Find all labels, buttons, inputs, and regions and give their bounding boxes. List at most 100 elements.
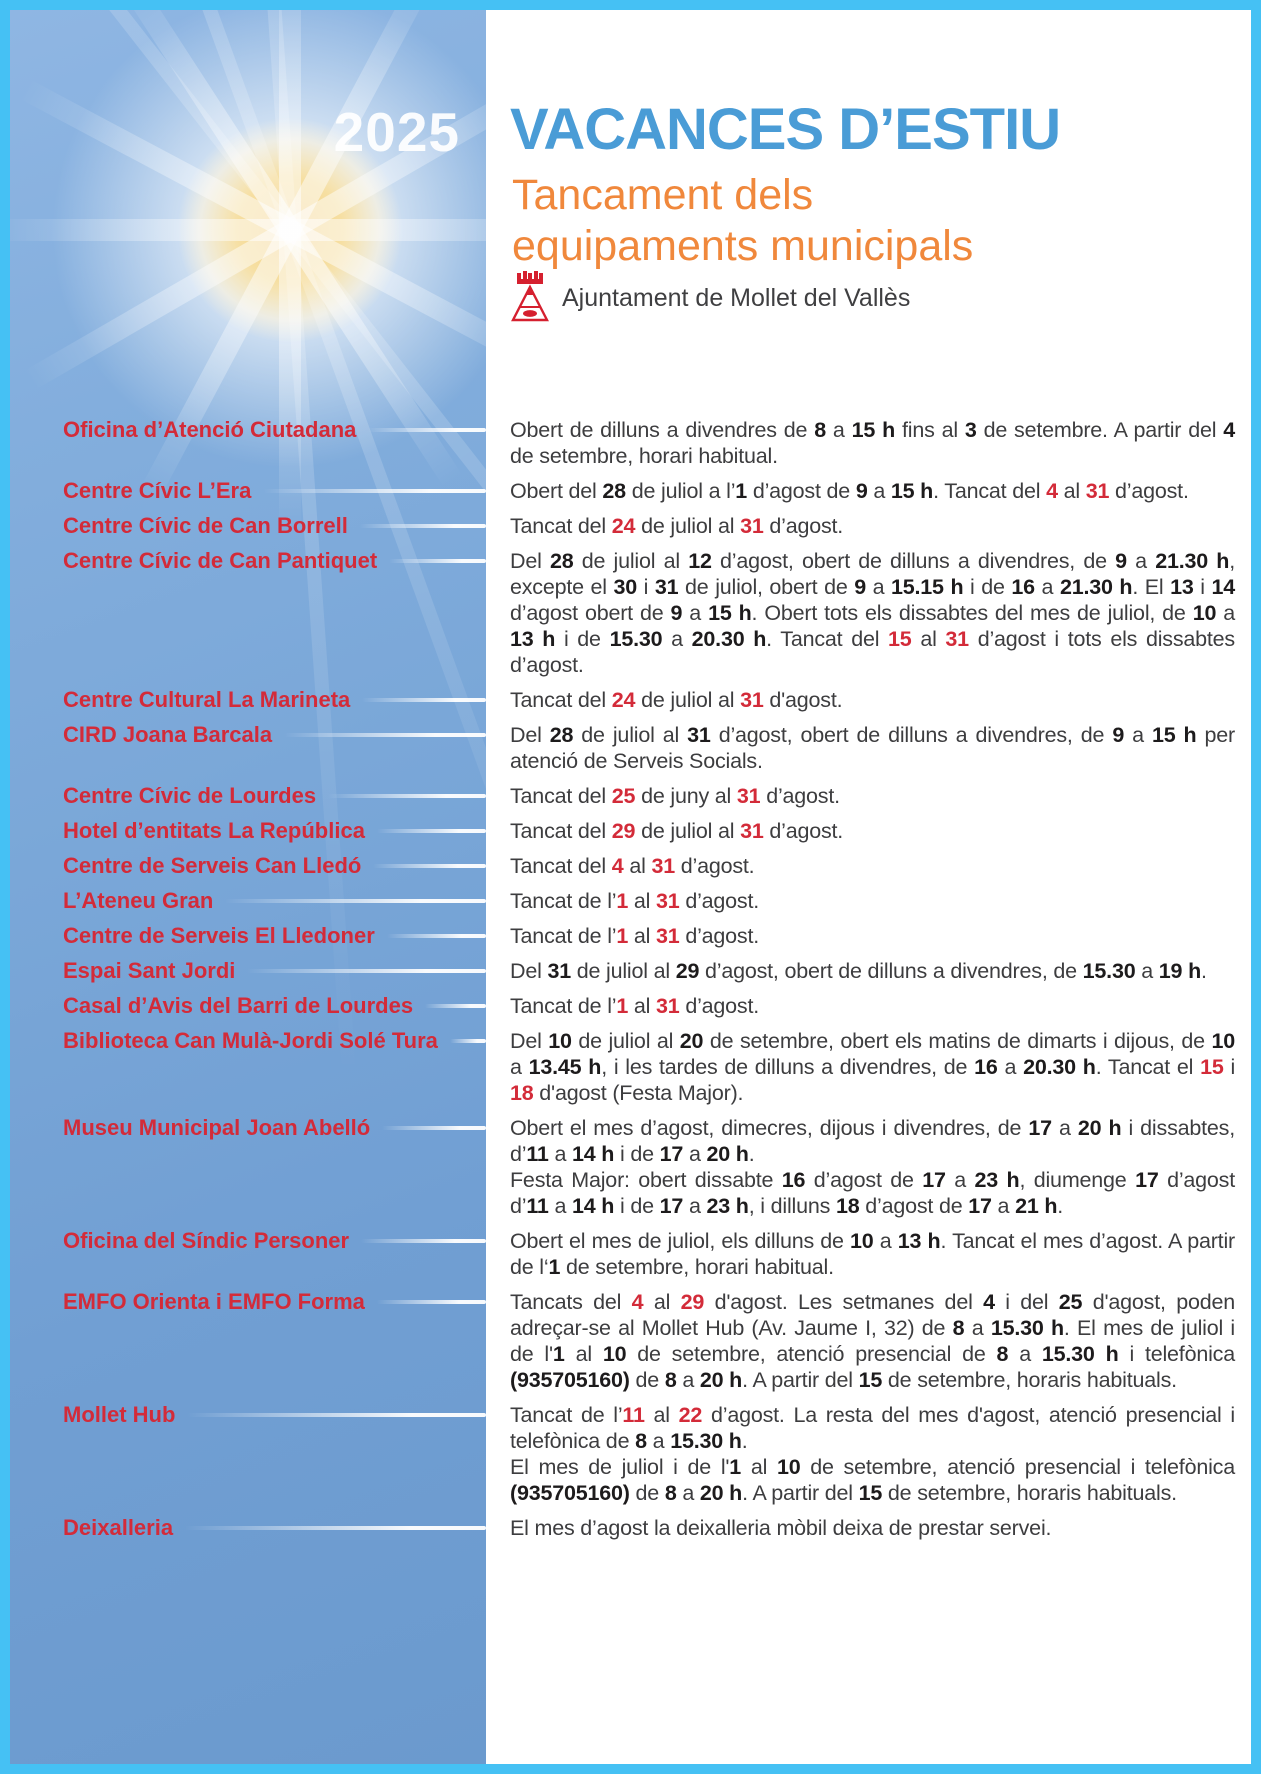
entry-label-cell: Hotel d’entitats La República	[10, 818, 486, 844]
entry-label-cell: Oficina d’Atenció Ciutadana	[10, 417, 486, 443]
facility-schedule: Tancat del 24 de juliol al 31 d’agost.	[510, 514, 844, 538]
subtitle-line-1: Tancament dels	[512, 171, 814, 219]
facility-schedule: Tancat del 4 al 31 d’agost.	[510, 854, 755, 878]
connector-line	[185, 1526, 486, 1530]
facility-name: Mollet Hub	[63, 1402, 176, 1427]
facility-schedule: Tancat de l’11 al 22 d’agost. La resta d…	[510, 1403, 1235, 1505]
facility-name: Deixalleria	[63, 1515, 174, 1540]
facility-schedule: Tancat del 24 de juliol al 31 d'agost.	[510, 688, 843, 712]
page-subtitle: Tancament dels equipaments municipals	[512, 170, 973, 272]
facility-name: Centre Cívic L’Era	[63, 478, 252, 503]
entry-desc-cell: Tancat de l’11 al 22 d’agost. La resta d…	[486, 1402, 1251, 1506]
facility-name: Centre Cívic de Can Borrell	[63, 513, 348, 538]
connector-line	[247, 969, 486, 973]
entry-row: Centre Cívic de Can Borrell Tancat del 2…	[10, 513, 1251, 539]
facility-schedule: Tancat de l’1 al 31 d’agost.	[510, 889, 760, 913]
entry-label-cell: CIRD Joana Barcala	[10, 722, 486, 748]
connector-line	[386, 934, 486, 938]
entry-row: EMFO Orienta i EMFO Forma Tancats del 4 …	[10, 1289, 1251, 1393]
entry-label-cell: Centre Cultural La Marineta	[10, 687, 486, 713]
entry-row: Centre Cultural La Marineta Tancat del 2…	[10, 687, 1251, 713]
connector-line	[225, 899, 486, 903]
entry-row: L’Ateneu Gran Tancat de l’1 al 31 d’agos…	[10, 888, 1251, 914]
facility-name: Museu Municipal Joan Abelló	[63, 1115, 371, 1140]
facility-name: Centre Cívic de Can Pantiquet	[63, 548, 378, 573]
crest-icon	[511, 271, 549, 322]
entry-desc-cell: Tancat de l’1 al 31 d’agost.	[486, 888, 1251, 914]
facility-name: EMFO Orienta i EMFO Forma	[63, 1289, 365, 1314]
facility-schedule: Del 28 de juliol al 12 d’agost, obert de…	[510, 549, 1236, 677]
entry-desc-cell: Tancat del 24 de juliol al 31 d'agost.	[486, 687, 1251, 713]
entry-row: Espai Sant Jordi Del 31 de juliol al 29 …	[10, 958, 1251, 984]
org-name: Ajuntament de Mollet del Vallès	[562, 283, 911, 312]
entry-row: Centre de Serveis Can Lledó Tancat del 4…	[10, 853, 1251, 879]
year-label: 2025	[333, 101, 460, 163]
connector-line	[382, 1126, 486, 1130]
facility-schedule: Del 31 de juliol al 29 d’agost, obert de…	[510, 959, 1207, 983]
entry-label-cell: Centre Cívic de Can Pantiquet	[10, 548, 486, 574]
connector-line	[263, 489, 486, 493]
entry-row: Oficina d’Atenció Ciutadana Obert de dil…	[10, 417, 1251, 469]
entry-desc-cell: Tancat del 25 de juny al 31 d’agost.	[486, 783, 1251, 809]
entry-row: Deixalleria El mes d’agost la deixalleri…	[10, 1515, 1251, 1541]
entry-label-cell: Centre de Serveis Can Lledó	[10, 853, 486, 879]
entry-row: Casal d’Avis del Barri de Lourdes Tancat…	[10, 993, 1251, 1019]
entry-desc-cell: Obert el mes de juliol, els dilluns de 1…	[486, 1228, 1251, 1280]
entry-desc-cell: Obert de dilluns a divendres de 8 a 15 h…	[486, 417, 1251, 469]
facility-schedule: Tancat de l’1 al 31 d’agost.	[510, 994, 760, 1018]
entry-row: Centre Cívic L’Era Obert del 28 de julio…	[10, 478, 1251, 504]
connector-line	[361, 1239, 486, 1243]
entry-label-cell: Mollet Hub	[10, 1402, 486, 1428]
connector-line	[376, 829, 486, 833]
connector-line	[449, 1039, 486, 1043]
subtitle-line-2: equipaments municipals	[512, 222, 974, 270]
facility-name: CIRD Joana Barcala	[63, 722, 273, 747]
ajuntament-logo: Ajuntament de Mollet del Vallès	[510, 270, 910, 326]
connector-line	[359, 524, 486, 528]
entry-desc-cell: Del 10 de juliol al 20 de setembre, ober…	[486, 1028, 1251, 1106]
entry-row: Biblioteca Can Mulà-Jordi Solé Tura Del …	[10, 1028, 1251, 1106]
facility-name: Hotel d’entitats La República	[63, 818, 365, 843]
entry-row: Centre de Serveis El Lledoner Tancat de …	[10, 923, 1251, 949]
entry-label-cell: Centre Cívic L’Era	[10, 478, 486, 504]
facility-name: Oficina d’Atenció Ciutadana	[63, 417, 357, 442]
entry-desc-cell: Del 31 de juliol al 29 d’agost, obert de…	[486, 958, 1251, 984]
facility-schedule: Del 28 de juliol al 31 d’agost, obert de…	[510, 723, 1235, 773]
connector-line	[376, 1300, 486, 1304]
entry-desc-cell: Tancat del 4 al 31 d’agost.	[486, 853, 1251, 879]
entry-desc-cell: Del 28 de juliol al 31 d’agost, obert de…	[486, 722, 1251, 774]
connector-line	[284, 733, 486, 737]
entry-desc-cell: El mes d’agost la deixalleria mòbil deix…	[486, 1515, 1251, 1541]
facility-schedule: Del 10 de juliol al 20 de setembre, ober…	[510, 1029, 1236, 1105]
entry-row: Museu Municipal Joan Abelló Obert el mes…	[10, 1115, 1251, 1219]
facility-name: Centre Cultural La Marineta	[63, 687, 351, 712]
entry-desc-cell: Tancat del 24 de juliol al 31 d’agost.	[486, 513, 1251, 539]
facility-name: Centre de Serveis El Lledoner	[63, 923, 375, 948]
entry-desc-cell: Del 28 de juliol al 12 d’agost, obert de…	[486, 548, 1251, 678]
page-title: VACANCES D’ESTIU	[510, 97, 1061, 162]
connector-line	[425, 1004, 486, 1008]
sky-panel: 2025	[10, 10, 486, 1764]
facility-schedule: Obert de dilluns a divendres de 8 a 15 h…	[510, 418, 1236, 468]
content-panel-bg	[486, 10, 1251, 1764]
entry-desc-cell: Tancats del 4 al 29 d'agost. Les setmane…	[486, 1289, 1251, 1393]
facility-schedule: Obert del 28 de juliol a l’1 d’agost de …	[510, 479, 1189, 503]
facility-name: L’Ateneu Gran	[63, 888, 214, 913]
connector-line	[362, 698, 486, 702]
entry-label-cell: Centre de Serveis El Lledoner	[10, 923, 486, 949]
facility-name: Biblioteca Can Mulà-Jordi Solé Tura	[63, 1028, 438, 1053]
facility-schedule: Tancats del 4 al 29 d'agost. Les setmane…	[510, 1290, 1236, 1392]
entry-desc-cell: Tancat de l’1 al 31 d’agost.	[486, 923, 1251, 949]
entry-label-cell: Museu Municipal Joan Abelló	[10, 1115, 486, 1141]
entry-label-cell: L’Ateneu Gran	[10, 888, 486, 914]
entry-row: Centre Cívic de Lourdes Tancat del 25 de…	[10, 783, 1251, 809]
facility-name: Oficina del Síndic Personer	[63, 1228, 350, 1253]
entries-list: Oficina d’Atenció Ciutadana Obert de dil…	[10, 417, 1251, 1550]
entry-label-cell: Centre Cívic de Lourdes	[10, 783, 486, 809]
entry-desc-cell: Tancat del 29 de juliol al 31 d’agost.	[486, 818, 1251, 844]
entry-label-cell: Casal d’Avis del Barri de Lourdes	[10, 993, 486, 1019]
facility-name: Espai Sant Jordi	[63, 958, 236, 983]
connector-line	[368, 428, 486, 432]
facility-schedule: Tancat de l’1 al 31 d’agost.	[510, 924, 760, 948]
